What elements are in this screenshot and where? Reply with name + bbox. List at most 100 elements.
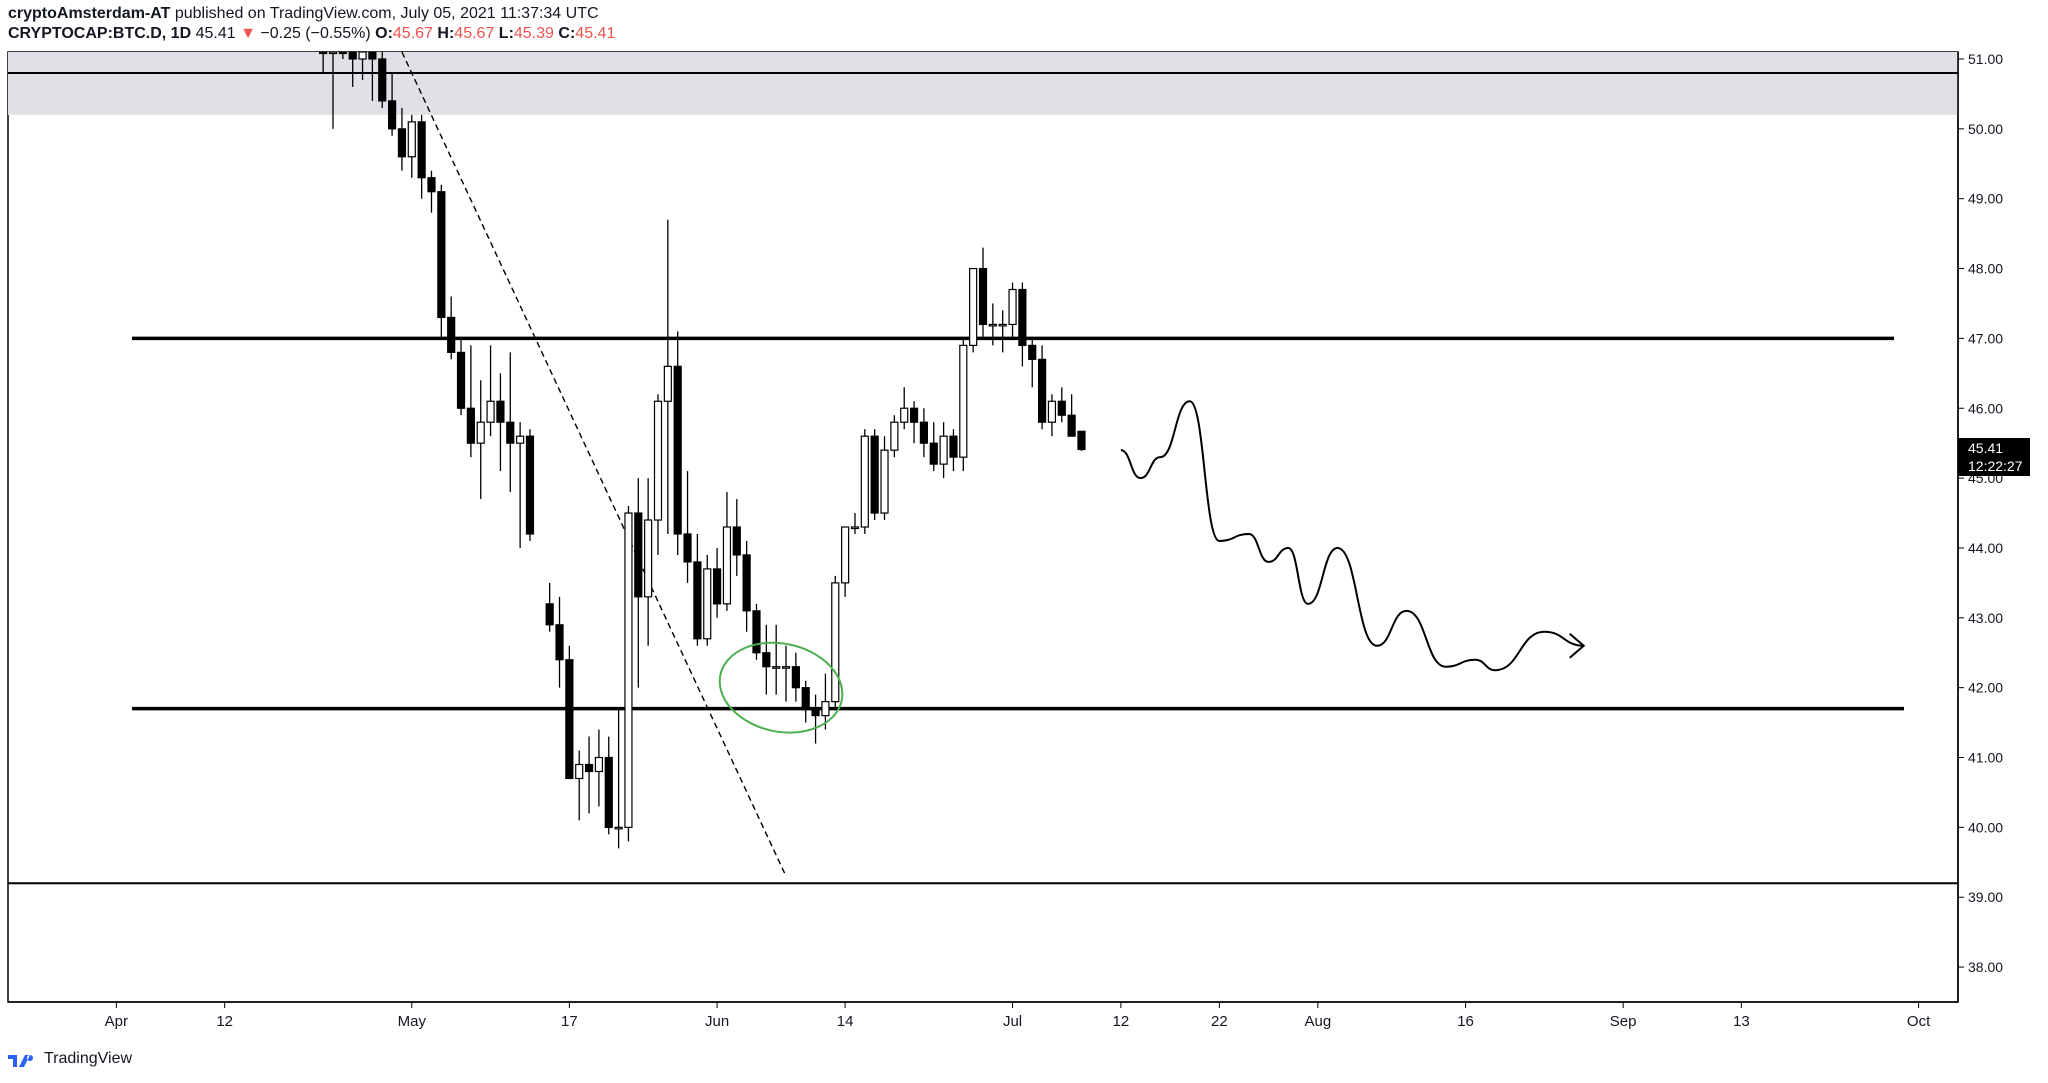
candle bbox=[673, 331, 682, 555]
candle-body bbox=[565, 659, 574, 780]
change-value: −0.25 (−0.55%) bbox=[260, 25, 371, 42]
candle bbox=[437, 184, 446, 339]
candle bbox=[624, 506, 633, 842]
candle-body bbox=[378, 58, 387, 102]
candle-body bbox=[870, 435, 879, 514]
candle-body bbox=[584, 763, 594, 773]
open-value: 45.67 bbox=[392, 25, 433, 42]
candle-body bbox=[811, 708, 820, 717]
candle-body bbox=[722, 526, 732, 605]
time-tick-label: 17 bbox=[561, 1013, 578, 1030]
candle bbox=[969, 267, 978, 353]
candle bbox=[703, 554, 712, 646]
candle-body bbox=[683, 533, 692, 563]
low-label: L: bbox=[498, 25, 514, 42]
candle-body bbox=[1028, 344, 1037, 360]
price-tick-label: 40.00 bbox=[1968, 819, 2003, 835]
candle-body bbox=[742, 554, 751, 612]
candle-body bbox=[752, 610, 761, 654]
candle-body bbox=[978, 267, 988, 326]
candle bbox=[604, 736, 613, 835]
candle bbox=[978, 247, 988, 339]
price-tick-label: 46.00 bbox=[1968, 400, 2003, 416]
tradingview-logo-icon[interactable] bbox=[8, 1051, 38, 1067]
candle bbox=[998, 310, 1007, 353]
candle bbox=[712, 547, 722, 618]
candle-body bbox=[909, 407, 919, 423]
last-price: 45.41 bbox=[195, 25, 236, 42]
ohlc-legend: CRYPTOCAP:BTC.D, 1D 45.41 ▼ −0.25 (−0.55… bbox=[8, 25, 615, 43]
candle bbox=[919, 408, 929, 458]
candle-body bbox=[1037, 358, 1047, 423]
candle-body bbox=[624, 512, 633, 828]
price-tick-label: 42.00 bbox=[1968, 680, 2003, 696]
candle-body bbox=[319, 51, 328, 55]
candle-body bbox=[831, 582, 840, 703]
candle-body bbox=[949, 435, 958, 458]
candle bbox=[614, 708, 623, 849]
candle bbox=[516, 422, 525, 548]
candle-body bbox=[368, 51, 377, 60]
publish-text: published on TradingView.com, July 05, 2… bbox=[174, 5, 599, 22]
price-tick-label: 48.00 bbox=[1968, 261, 2003, 277]
candle-body bbox=[447, 316, 456, 353]
candle bbox=[456, 338, 466, 416]
candle-body bbox=[427, 177, 436, 193]
candle bbox=[929, 422, 938, 472]
candle-body bbox=[663, 365, 672, 402]
footer: TradingView bbox=[8, 1050, 132, 1068]
candle bbox=[368, 51, 377, 101]
candle bbox=[781, 645, 791, 702]
time-tick-label: Sep bbox=[1610, 1013, 1637, 1030]
candle bbox=[378, 52, 387, 108]
candle bbox=[397, 107, 407, 171]
candle bbox=[1077, 430, 1086, 451]
candle bbox=[663, 219, 672, 534]
candle bbox=[1067, 394, 1076, 437]
candle bbox=[506, 352, 515, 493]
candle bbox=[939, 422, 948, 479]
candle-body bbox=[988, 323, 997, 327]
price-tick-label: 44.00 bbox=[1968, 540, 2003, 556]
high-value: 45.67 bbox=[454, 25, 495, 42]
candle-body bbox=[506, 421, 515, 444]
open-label: O: bbox=[375, 25, 393, 42]
time-tick-label: 14 bbox=[837, 1013, 854, 1030]
candle bbox=[387, 72, 397, 136]
price-tick-label: 38.00 bbox=[1968, 959, 2003, 975]
candle bbox=[319, 51, 328, 73]
low-value: 45.39 bbox=[513, 25, 554, 42]
candle bbox=[1047, 394, 1057, 437]
candle bbox=[328, 51, 338, 129]
candle-body bbox=[801, 687, 810, 710]
candle bbox=[850, 513, 860, 534]
candle bbox=[555, 596, 564, 688]
footer-brand[interactable]: TradingView bbox=[44, 1050, 133, 1067]
last-price-tag-value: 45.41 bbox=[1968, 440, 2003, 456]
time-tick-label: Oct bbox=[1907, 1013, 1931, 1030]
countdown-timer: 12:22:27 bbox=[1968, 458, 2023, 474]
author-name[interactable]: cryptoAmsterdam-AT bbox=[8, 5, 171, 22]
candle-body bbox=[466, 407, 475, 444]
candle-body bbox=[387, 100, 397, 130]
candle-body bbox=[545, 603, 554, 626]
candle-body bbox=[959, 344, 968, 458]
candle bbox=[407, 114, 416, 178]
candle bbox=[683, 471, 692, 583]
plot-frame bbox=[7, 51, 1959, 1003]
candle-body bbox=[358, 51, 367, 60]
candle-body bbox=[900, 407, 909, 423]
candle-body bbox=[673, 365, 682, 535]
candle-body bbox=[890, 421, 899, 451]
candle bbox=[742, 540, 751, 632]
candle-body bbox=[1057, 400, 1066, 416]
last-price-tag: 45.41 12:22:27 bbox=[1958, 438, 2030, 476]
candle-body bbox=[338, 51, 347, 55]
candle bbox=[447, 296, 456, 360]
candle bbox=[1057, 387, 1066, 423]
close-label: C: bbox=[558, 25, 576, 42]
candle-body bbox=[456, 351, 466, 409]
candle bbox=[634, 478, 643, 688]
candle-body bbox=[712, 568, 722, 605]
